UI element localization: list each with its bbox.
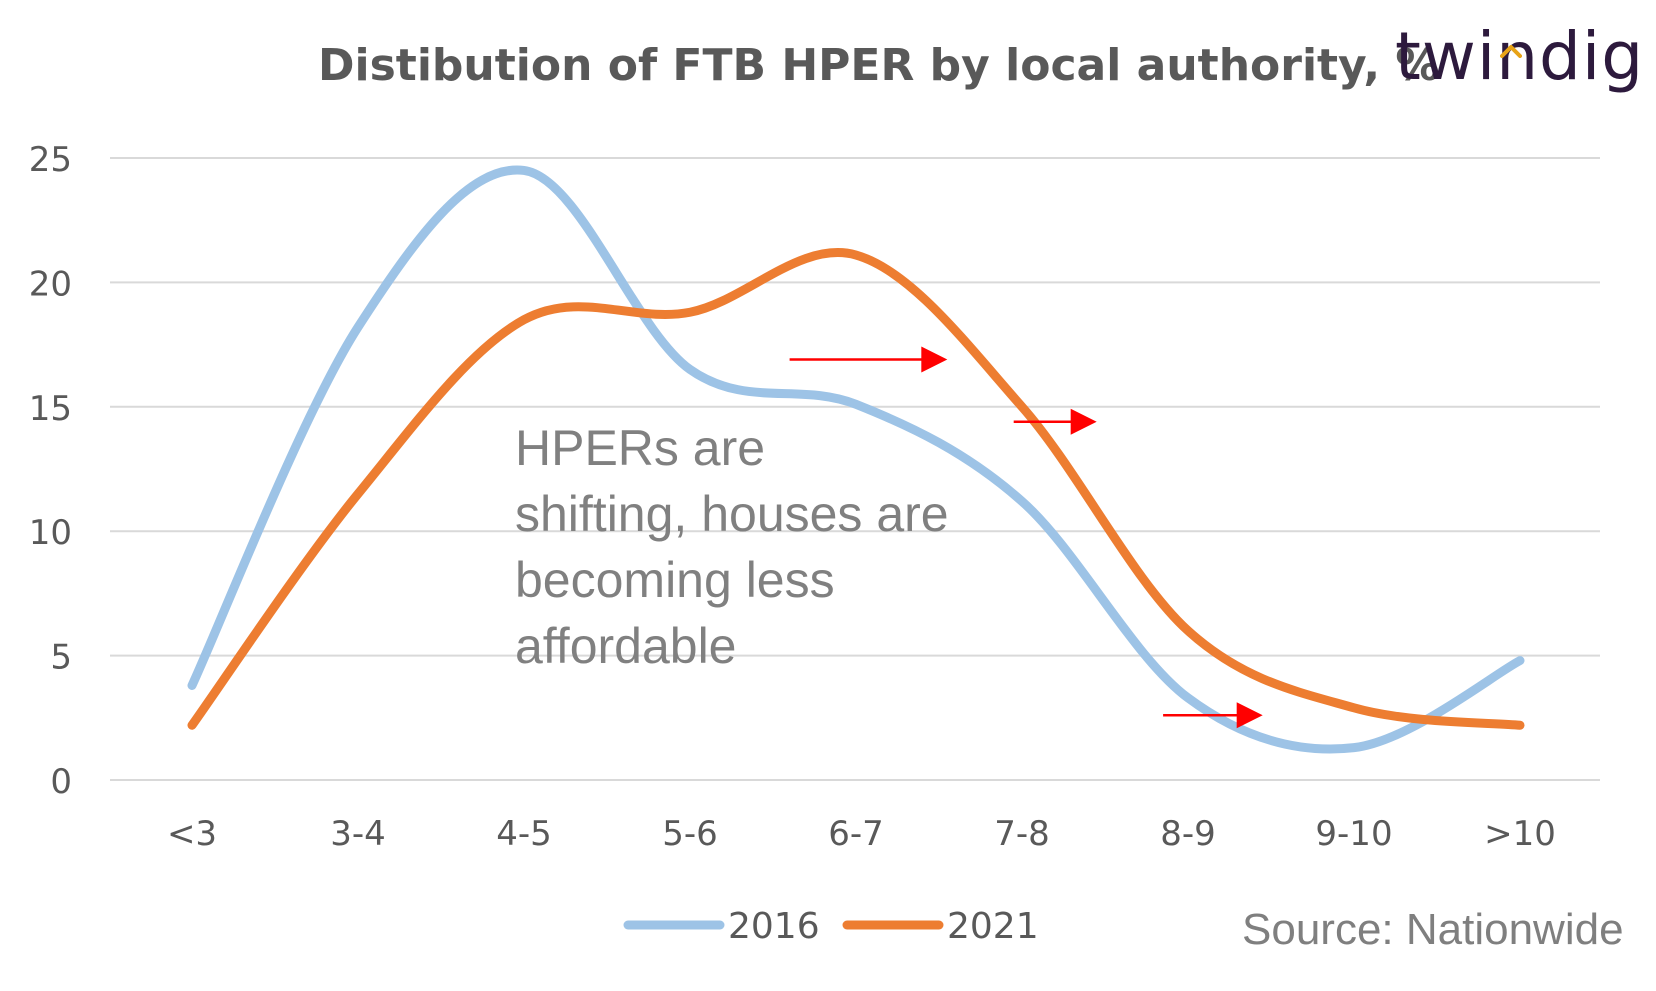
legend-label: 2016 <box>728 906 820 947</box>
x-tick-label: 3-4 <box>330 814 386 854</box>
annotation-line: becoming less <box>515 552 835 608</box>
chart-title: Distibution of FTB HPER by local authori… <box>318 40 1440 91</box>
x-tick-label: <3 <box>167 814 217 854</box>
x-tick-label: 6-7 <box>828 814 884 854</box>
y-tick-label: 25 <box>29 140 72 180</box>
x-tick-label: 8-9 <box>1160 814 1216 854</box>
y-tick-label: 20 <box>29 264 72 304</box>
y-tick-label: 15 <box>29 389 72 429</box>
legend: 2016 2021 <box>623 906 1039 947</box>
x-tick-label: >10 <box>1484 814 1556 854</box>
x-axis-ticks: <3 3-4 4-5 5-6 6-7 7-8 8-9 9-10 >10 <box>167 814 1556 854</box>
legend-label: 2021 <box>947 906 1039 947</box>
annotation-line: HPERs are <box>515 420 766 476</box>
annotation-line: affordable <box>515 618 737 674</box>
annotation-text: HPERs are shifting, houses are becoming … <box>515 415 1015 679</box>
annotation-arrows <box>789 346 1263 729</box>
legend-item-2016: 2016 <box>623 906 820 947</box>
logo-caret-icon <box>1500 45 1522 58</box>
red-arrow-icon <box>789 346 948 373</box>
red-arrow-icon <box>1163 702 1263 729</box>
red-arrow-icon <box>1013 408 1097 435</box>
y-tick-label: 5 <box>50 638 72 678</box>
legend-item-2021: 2021 <box>842 906 1039 947</box>
source-note: Source: Nationwide <box>1242 905 1624 954</box>
annotation-line: shifting, houses are <box>515 486 949 542</box>
x-tick-label: 7-8 <box>994 814 1050 854</box>
x-tick-label: 4-5 <box>496 814 552 854</box>
gridlines <box>110 157 1600 781</box>
x-tick-label: 5-6 <box>662 814 718 854</box>
x-tick-label: 9-10 <box>1315 814 1392 854</box>
series-lines <box>187 165 1525 754</box>
y-axis-ticks: 0 5 10 15 20 25 <box>29 140 72 802</box>
series-line-2021 <box>187 248 1525 730</box>
series-line-2016 <box>187 165 1525 754</box>
y-tick-label: 0 <box>50 762 72 802</box>
y-tick-label: 10 <box>29 513 72 553</box>
